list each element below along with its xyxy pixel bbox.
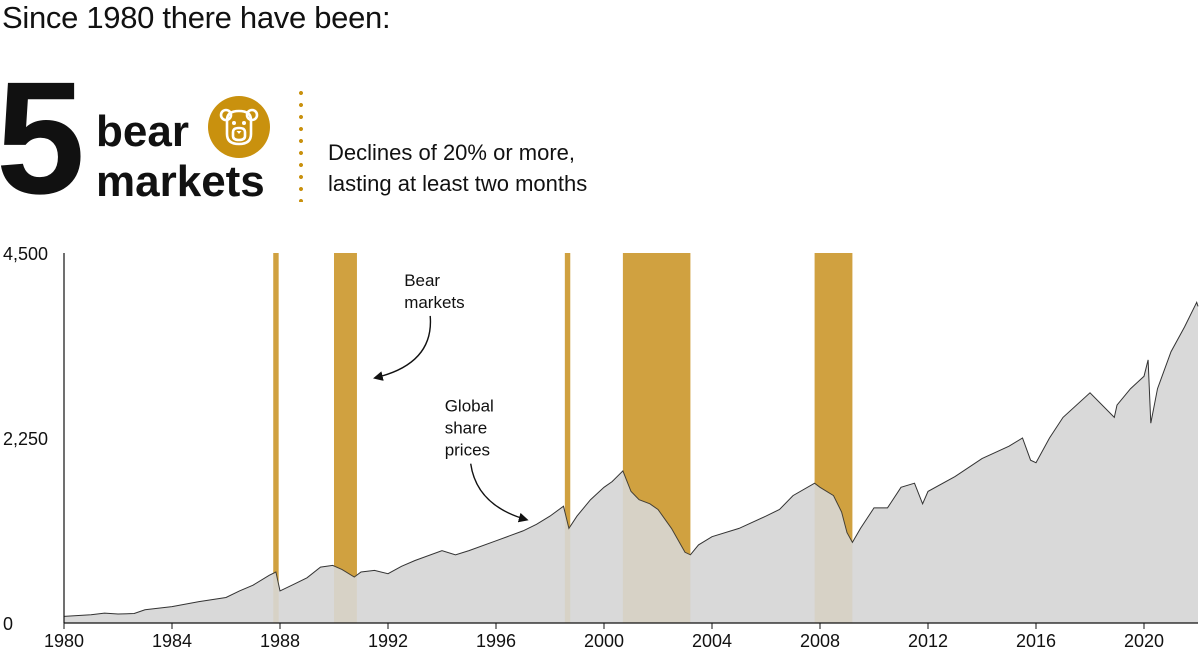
x-tick-label: 1996 <box>476 631 516 651</box>
bear-market-overlay-2 <box>334 253 357 623</box>
y-tick-label: 4,500 <box>3 244 48 264</box>
bear-market-count: 5 <box>0 48 85 227</box>
bear-market-overlay-3 <box>564 253 571 623</box>
bear-market-definition: Declines of 20% or more, lasting at leas… <box>328 137 587 199</box>
x-tick-label: 2000 <box>584 631 624 651</box>
share-price-chart: 0 2,250 4,500 1980 1984 1988 1992 1996 2000 2004… <box>3 244 1199 651</box>
bear-market-overlays <box>273 253 853 623</box>
bear-market-band-1 <box>273 253 279 623</box>
headline-word-markets: markets <box>96 157 265 206</box>
x-tick-label: 1988 <box>260 631 300 651</box>
x-tick-label: 2016 <box>1016 631 1056 651</box>
y-tick-label: 0 <box>3 614 13 634</box>
annotation-label-2: Global share prices <box>445 397 494 460</box>
bear-market-band-2 <box>334 253 357 623</box>
bear-face-icon <box>208 96 270 158</box>
definition-line-1: Declines of 20% or more, <box>328 140 575 165</box>
bear-market-overlay-4 <box>622 253 691 623</box>
bear-market-overlay-5 <box>814 253 853 623</box>
bear-market-band-3 <box>564 253 571 623</box>
x-tick-label: 1980 <box>44 631 84 651</box>
x-tick-label: 2012 <box>908 631 948 651</box>
x-tick-label: 1984 <box>152 631 192 651</box>
x-tick-label: 2004 <box>692 631 732 651</box>
y-axis-ticks: 0 2,250 4,500 <box>3 244 48 634</box>
dotted-divider <box>299 87 303 202</box>
intro-text: Since 1980 there have been: <box>2 0 391 35</box>
y-tick-label: 2,250 <box>3 429 48 449</box>
x-axis-ticks: 1980 1984 1988 1992 1996 2000 2004 2008 2012 2016… <box>44 623 1164 651</box>
x-tick-label: 1992 <box>368 631 408 651</box>
share-price-area <box>64 302 1198 623</box>
annotation-arrow-share-prices <box>470 463 529 523</box>
x-tick-label: 2020 <box>1124 631 1164 651</box>
annotation-label-1: Bear markets <box>404 271 464 312</box>
share-price-line <box>63 300 1199 617</box>
headline-word-bear: bear <box>96 107 189 156</box>
chart-annotations: Bear markets Global share prices <box>373 271 529 523</box>
x-tick-label: 2008 <box>800 631 840 651</box>
definition-line-2: lasting at least two months <box>328 171 588 196</box>
annotation-arrow-bear-markets <box>373 315 432 381</box>
bear-market-overlay-1 <box>273 253 279 623</box>
